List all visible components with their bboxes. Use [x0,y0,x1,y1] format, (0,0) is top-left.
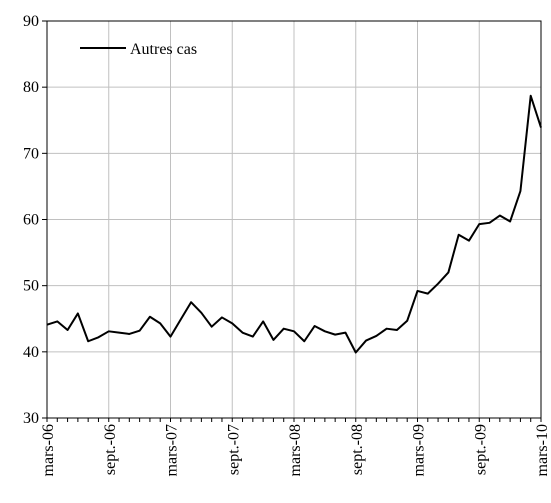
plot-border [46,20,542,419]
y-tick-label: 60 [23,212,39,229]
series-layer [46,94,542,354]
y-tick-label: 90 [23,13,39,30]
y-tick-label: 50 [23,278,39,295]
legend: Autres cas [80,41,197,58]
grid-lines [47,21,541,418]
x-tick-label: sept.-09 [472,424,489,475]
x-tick-label: sept.-06 [102,424,119,475]
x-tick-label: mars-08 [287,424,304,476]
x-tick-label: mars-09 [411,424,428,476]
y-tick-label: 30 [23,410,39,427]
x-tick-label: sept.-08 [349,424,366,475]
y-tick-label: 70 [23,145,39,162]
y-axis-tick-labels: 30 40 50 60 70 80 90 [23,13,39,427]
y-tick-label: 40 [23,344,39,361]
x-axis-tick-labels: mars-06 sept.-06 mars-07 sept.-07 mars-08 sep… [40,424,551,476]
x-tick-label: sept.-07 [225,424,242,475]
legend-label: Autres cas [130,41,197,58]
plot-frame [42,20,542,422]
x-tick-label: mars-10 [534,424,551,476]
x-tick-label: mars-06 [40,424,57,476]
y-tick-label: 80 [23,79,39,96]
x-tick-label: mars-07 [164,424,181,476]
